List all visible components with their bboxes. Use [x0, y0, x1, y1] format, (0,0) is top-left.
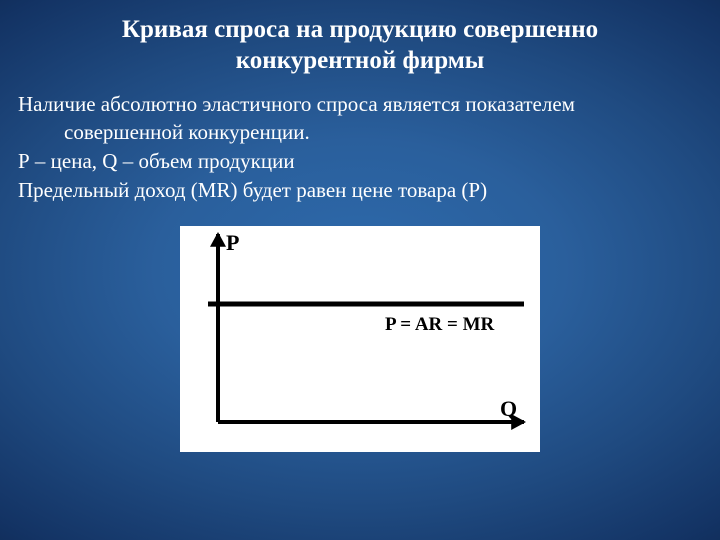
chart-svg: P Q P = AR = MR	[180, 226, 540, 452]
slide-body: Наличие абсолютно эластичного спроса явл…	[0, 77, 720, 453]
slide-title: Кривая спроса на продукцию совершенно ко…	[0, 0, 720, 77]
svg-text:P: P	[226, 230, 239, 255]
demand-curve-chart: P Q P = AR = MR	[180, 226, 540, 452]
svg-text:Q: Q	[500, 396, 517, 421]
paragraph-1-line-1: Наличие абсолютно эластичного спроса явл…	[18, 91, 702, 118]
svg-text:P = AR = MR: P = AR = MR	[385, 314, 495, 335]
paragraph-3: Предельный доход (MR) будет равен цене т…	[18, 177, 702, 204]
slide: Кривая спроса на продукцию совершенно ко…	[0, 0, 720, 540]
paragraph-1-line-2: совершенной конкуренции.	[18, 119, 702, 146]
chart-container: P Q P = AR = MR	[18, 226, 702, 452]
paragraph-2: Р – цена, Q – объем продукции	[18, 148, 702, 175]
